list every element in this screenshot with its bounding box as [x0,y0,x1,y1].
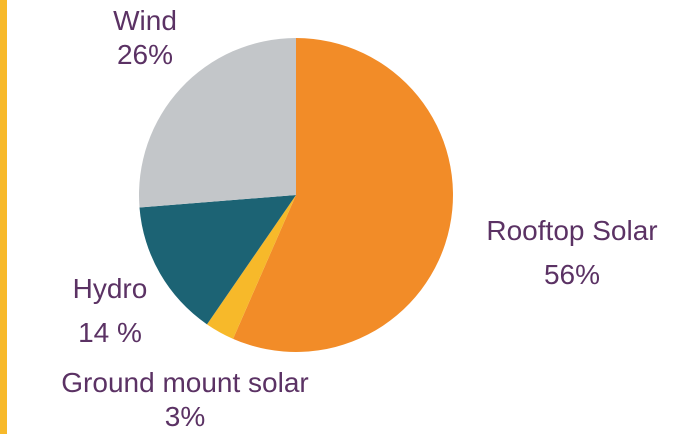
label-ground-mount-solar: Ground mount solar 3% [20,366,350,434]
label-wind-name: Wind [113,5,177,36]
label-hydro-pct: 14 % [78,317,142,348]
label-hydro: Hydro 14 % [35,272,185,350]
accent-bar [0,0,7,434]
label-wind-pct: 26% [116,39,174,70]
pie-slice-hydro [139,195,296,325]
label-rooftop-solar-pct: 56% [543,259,601,290]
label-hydro-name: Hydro [72,273,148,304]
label-ground-mount-solar-name: Ground mount solar [61,367,309,398]
label-wind: Wind 26% [75,4,215,72]
pie-slice-wind [138,38,296,208]
label-rooftop-solar-name: Rooftop Solar [486,215,658,246]
label-rooftop-solar: Rooftop Solar 56% [462,214,682,292]
pie-slice-rooftop-solar [233,38,453,352]
label-ground-mount-solar-pct: 3% [164,401,206,432]
pie-slice-ground-mount-solar [206,195,296,339]
